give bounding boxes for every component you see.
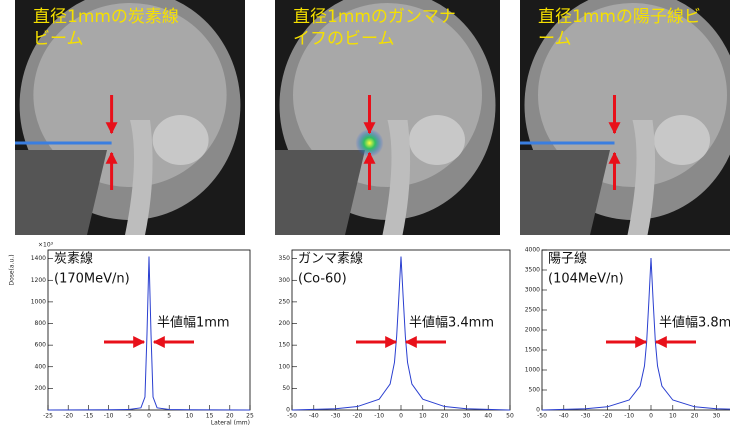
caption: ーム xyxy=(538,29,572,49)
y-tick-label: 200 xyxy=(279,320,291,327)
y-tick-label: 1400 xyxy=(31,255,46,262)
x-tick-label: -5 xyxy=(126,413,132,420)
x-tick-label: -40 xyxy=(309,413,319,420)
x-tick-label: -25 xyxy=(43,413,53,420)
x-tick-label: 20 xyxy=(441,413,449,420)
x-tick-label: 0 xyxy=(147,413,151,420)
x-tick-label: 0 xyxy=(399,413,403,420)
series-label: (170MeV/n) xyxy=(54,272,130,287)
x-tick-label: -10 xyxy=(104,413,114,420)
x-tick-label: -40 xyxy=(559,413,569,420)
x-tick-label: 30 xyxy=(463,413,471,420)
y-tick-label: 600 xyxy=(35,342,47,349)
cerebellum xyxy=(409,115,465,165)
x-tick-label: -50 xyxy=(287,413,297,420)
chart: 0 500 1000 1500 2000 2500 3000 3500 4000 -50 -40 -3… xyxy=(525,247,730,420)
x-tick-label: 0 xyxy=(649,413,653,420)
y-axis-label: Dose(a.u.) xyxy=(9,254,16,285)
y-tick-label: 800 xyxy=(35,320,47,327)
dose-spot xyxy=(356,129,384,157)
x-tick-label: 20 xyxy=(226,413,234,420)
cerebellum xyxy=(153,115,209,165)
y-tick-label: 350 xyxy=(279,255,291,262)
caption: 直径1mmのガンマナ xyxy=(293,7,456,27)
y-tick-label: 1000 xyxy=(31,298,46,305)
x-tick-label: 20 xyxy=(691,413,699,420)
fwhm-label: 半値幅3.8mm xyxy=(659,315,730,331)
series-label: 陽子線 xyxy=(548,251,587,267)
y-tick-label: 300 xyxy=(279,277,291,284)
y-tick-label: 2500 xyxy=(525,307,540,314)
y-tick-label: 400 xyxy=(35,363,47,370)
series-label: 炭素線 xyxy=(54,251,93,267)
y-tick-label: 1500 xyxy=(525,347,540,354)
x-tick-label: -20 xyxy=(63,413,73,420)
series-label: ガンマ素線 xyxy=(298,251,363,267)
y-tick-label: 2000 xyxy=(525,327,540,334)
x-tick-label: 10 xyxy=(186,413,194,420)
y-tick-label: 50 xyxy=(282,385,290,392)
y-tick-label: 3000 xyxy=(525,287,540,294)
chart: 200 400 600 800 1000 1200 1400 -25 -20 -15 -10 -5 0 5… xyxy=(9,242,254,427)
x-tick-label: 15 xyxy=(206,413,214,420)
x-tick-label: 30 xyxy=(713,413,721,420)
fwhm-label: 半値幅3.4mm xyxy=(409,315,494,331)
caption: イフのビーム xyxy=(293,29,395,49)
caption: ビーム xyxy=(33,29,84,49)
fwhm-label: 半値幅1mm xyxy=(157,315,230,331)
x-tick-label: 5 xyxy=(167,413,171,420)
y-tick-label: 3500 xyxy=(525,267,540,274)
x-tick-label: 50 xyxy=(506,413,514,420)
x-tick-label: -20 xyxy=(602,413,612,420)
x-tick-label: -30 xyxy=(331,413,341,420)
series-label: (Co-60) xyxy=(298,272,347,287)
series-label: (104MeV/n) xyxy=(548,272,624,287)
y-multiplier: ×10³ xyxy=(38,242,54,249)
x-tick-label: 25 xyxy=(246,413,254,420)
y-tick-label: 1200 xyxy=(31,277,46,284)
y-tick-label: 100 xyxy=(279,363,291,370)
y-tick-label: 500 xyxy=(529,387,541,394)
x-tick-label: -50 xyxy=(537,413,547,420)
x-tick-label: -30 xyxy=(581,413,591,420)
x-axis-label: Lateral (mm) xyxy=(211,420,250,427)
x-tick-label: 40 xyxy=(484,413,492,420)
x-tick-label: -20 xyxy=(352,413,362,420)
caption: 直径1mmの陽子線ビ xyxy=(538,7,701,27)
y-tick-label: 250 xyxy=(279,298,291,305)
x-tick-label: 10 xyxy=(669,413,677,420)
x-tick-label: -10 xyxy=(374,413,384,420)
x-tick-label: -15 xyxy=(83,413,93,420)
y-tick-label: 200 xyxy=(35,385,47,392)
y-tick-label: 4000 xyxy=(525,247,540,254)
cerebellum xyxy=(654,115,710,165)
y-tick-label: 1000 xyxy=(525,367,540,374)
x-tick-label: 10 xyxy=(419,413,427,420)
figure: 直径1mmの炭素線ビーム直径1mmのガンマナイフのビーム直径1mmの陽子線ビーム… xyxy=(0,0,730,442)
x-tick-label: -10 xyxy=(624,413,634,420)
y-tick-label: 150 xyxy=(279,342,291,349)
caption: 直径1mmの炭素線 xyxy=(33,7,179,27)
